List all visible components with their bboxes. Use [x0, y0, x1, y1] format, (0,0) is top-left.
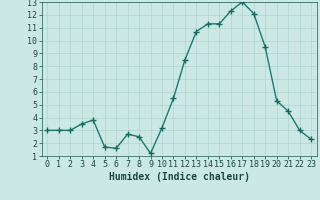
X-axis label: Humidex (Indice chaleur): Humidex (Indice chaleur) — [109, 172, 250, 182]
